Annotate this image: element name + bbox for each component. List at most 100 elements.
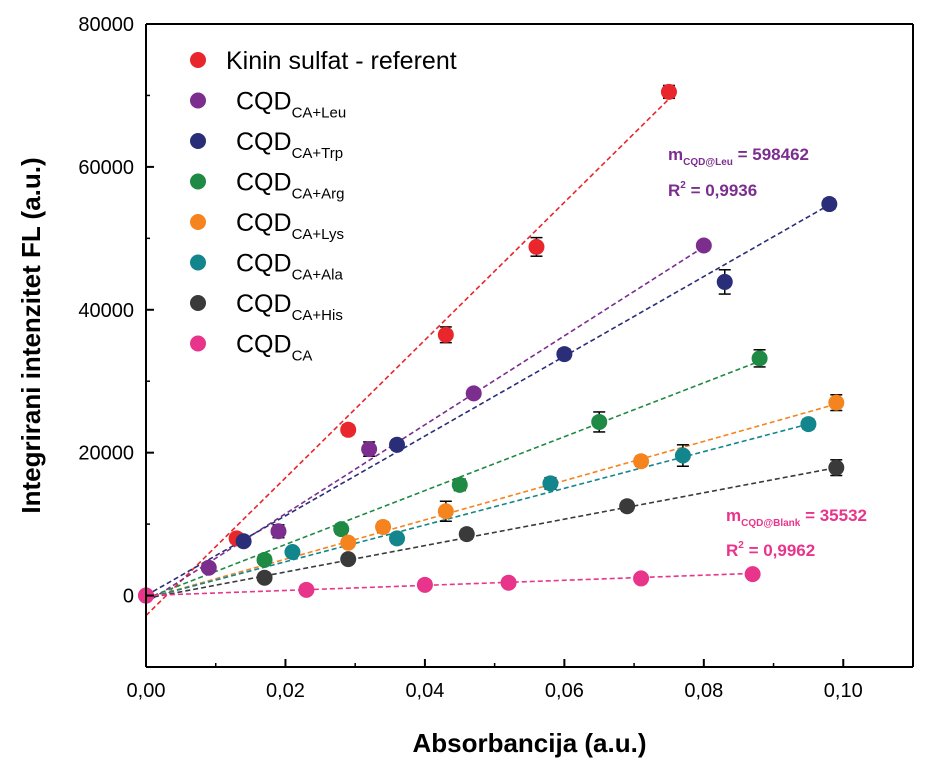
legend-label-main: CQD — [236, 250, 292, 278]
legend-label-main: CQD — [236, 88, 292, 116]
data-point-series-0 — [437, 326, 454, 343]
slope-annotation: mCQD@Blank = 35532 — [726, 506, 867, 529]
legend-label: CQDCA+Arg — [236, 169, 345, 203]
legend: Kinin sulfat - referentCQDCA+LeuCQDCA+Tr… — [190, 47, 457, 365]
legend-marker — [190, 254, 206, 271]
fit-line-3 — [145, 360, 760, 600]
r2-annotation: R2 = 0,9936 — [668, 180, 757, 200]
data-point-series-6 — [828, 459, 845, 476]
data-point-series-5 — [284, 543, 301, 560]
legend-marker — [190, 133, 206, 149]
data-point-series-4 — [375, 518, 392, 535]
data-point-series-7 — [633, 570, 650, 587]
data-point-series-1 — [361, 441, 378, 458]
annotations: mCQD@Leu = 598462 R2 = 0,9936 mCQD@Blank =… — [668, 145, 867, 560]
legend-marker — [190, 335, 206, 352]
legend-label-main: CQD — [236, 331, 292, 359]
data-point-series-2 — [235, 533, 252, 550]
fit-line-2 — [145, 204, 830, 597]
slope-annotation: mCQD@Leu = 598462 — [668, 145, 809, 168]
legend-label-sub: CA+Lys — [292, 226, 344, 243]
data-point-series-0 — [340, 421, 357, 438]
r2-annotation: R2 = 0,9962 — [726, 540, 815, 560]
fit-line-7 — [145, 572, 753, 597]
data-point-series-2 — [716, 273, 733, 290]
data-point-series-2 — [556, 346, 573, 363]
y-axis-title: Integrirani intenzitet FL (a.u.) — [16, 157, 46, 513]
legend-label-main: CQD — [236, 128, 292, 156]
data-point-series-6 — [619, 498, 636, 515]
legend-label-main: CQD — [236, 290, 292, 318]
data-point-series-4 — [437, 503, 454, 520]
fit-line-1 — [145, 246, 705, 604]
data-point-series-7 — [500, 574, 517, 591]
tick-labels: 0,00 0,02 0,04 0,06 0,08 0,10 0 20000 40000 60000… — [78, 14, 914, 702]
data-point-series-4 — [633, 453, 650, 470]
data-point-series-6 — [458, 526, 475, 543]
y-tick-label: 20000 — [78, 443, 134, 465]
legend-label: CQDCA+Trp — [236, 128, 343, 162]
legend-label-main: CQD — [236, 169, 292, 197]
x-tick-label: 0,10 — [824, 680, 863, 702]
data-point-series-5 — [800, 416, 817, 433]
data-point-series-4 — [828, 394, 845, 411]
legend-label-sub: CA+Leu — [292, 105, 347, 122]
x-tick-label: 0,00 — [127, 680, 166, 702]
y-tick-label: 80000 — [78, 14, 134, 36]
legend-marker — [190, 92, 206, 109]
data-point-series-2 — [821, 196, 838, 213]
y-tick-label: 60000 — [78, 157, 134, 179]
fit-line-5 — [145, 423, 809, 600]
fit-line-4 — [145, 403, 837, 600]
data-point-series-5 — [674, 447, 691, 464]
legend-marker — [190, 52, 206, 68]
legend-marker — [190, 214, 206, 230]
data-point-series-4 — [340, 534, 357, 551]
axes — [145, 23, 914, 668]
data-point-series-5 — [389, 530, 406, 547]
data-point-series-1 — [200, 559, 217, 576]
y-tick-label: 40000 — [78, 300, 134, 322]
legend-label-sub: CA+His — [292, 307, 343, 324]
data-point-series-6 — [340, 551, 357, 568]
legend-marker — [190, 295, 206, 311]
data-points — [138, 83, 845, 604]
data-point-series-7 — [416, 576, 433, 593]
legend-label: Kinin sulfat - referent — [226, 47, 457, 75]
data-point-series-3 — [256, 551, 273, 568]
legend-label: CQDCA+Leu — [236, 88, 346, 122]
legend-label: CQDCA+His — [236, 290, 343, 324]
data-point-series-3 — [451, 476, 468, 493]
data-point-series-3 — [333, 521, 350, 538]
fit-line-6 — [145, 466, 837, 600]
data-point-series-2 — [389, 436, 406, 453]
data-point-series-7 — [298, 581, 315, 598]
data-point-series-1 — [270, 523, 287, 540]
x-tick-label: 0,08 — [684, 680, 723, 702]
data-point-series-1 — [465, 385, 482, 402]
legend-label: CQDCA+Ala — [236, 250, 343, 284]
fit-line-0 — [145, 98, 670, 617]
x-tick-label: 0,04 — [405, 680, 444, 702]
x-axis-title: Absorbancija (a.u.) — [412, 728, 646, 758]
data-point-series-0 — [660, 83, 677, 100]
legend-label-sub: CA+Ala — [292, 267, 344, 284]
legend-label-sub: CA — [292, 348, 313, 365]
x-tick-label: 0,06 — [545, 680, 584, 702]
data-point-series-5 — [542, 475, 559, 492]
legend-marker — [190, 173, 206, 190]
data-point-series-3 — [591, 413, 608, 430]
y-tick-label: 0 — [123, 586, 134, 608]
legend-label-sub: CA+Arg — [292, 186, 345, 203]
data-point-series-0 — [528, 238, 545, 255]
data-point-series-6 — [256, 569, 273, 586]
x-tick-label: 0,02 — [266, 680, 305, 702]
legend-label-main: CQD — [236, 209, 292, 237]
legend-label: CQDCA — [236, 331, 312, 365]
data-point-series-7 — [744, 566, 761, 583]
data-point-series-1 — [695, 237, 712, 254]
data-point-series-3 — [751, 350, 768, 367]
legend-label-sub: CA+Trp — [292, 145, 344, 162]
fit-lines — [145, 98, 837, 617]
